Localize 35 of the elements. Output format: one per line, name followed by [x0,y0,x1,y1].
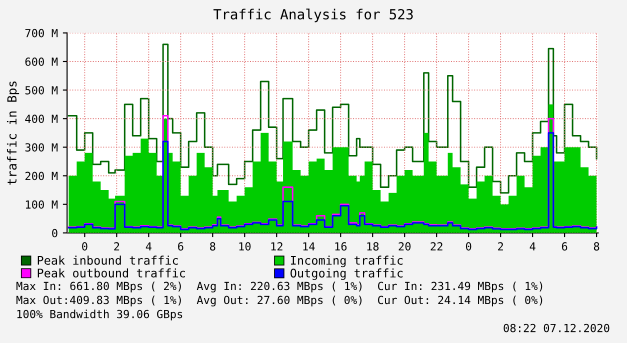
y-tick-label: 500 M [25,86,58,94]
text: 08:22 07.12.2020 [504,324,610,332]
x-tick-label: 12 [271,242,282,250]
x-tick-label: 10 [239,242,251,251]
legend-label: Peak outbound traffic [38,268,185,278]
y-tick-label: 0 [52,228,58,238]
x-tick-label: 14 [303,242,315,250]
x-tick-label: 22 [430,242,442,250]
x-tick-label: 6 [562,242,568,251]
legend-label: Outgoing traffic [290,268,403,280]
x-tick-label: 2 [114,242,120,250]
x-tick-label: 6 [178,242,184,251]
x-tick-label: 0 [466,242,472,251]
x-tick-label: 16 [335,242,347,251]
y-tick-label: 400 M [25,114,58,124]
chart-title: Traffic Analysis for 523 [213,8,413,22]
y-tick-label: 100 M [26,200,58,209]
y-axis-title: traffic in Bps [6,81,20,185]
x-tick-label: 8 [594,242,600,251]
x-tick-label: 4 [146,242,152,250]
text: Max In: 661.80 MBps ( 2%) Avg In: 220.63 MBps ( 1%) Cur In: 231.49 MBps ( 1%) [16,282,542,292]
legend-label: Incoming traffic [291,256,403,268]
x-tick-label: 0 [82,242,88,251]
y-tick-label: 700 M [25,28,58,38]
x-tick-label: 2 [498,242,503,250]
y-tick-label: 200 M [25,172,58,180]
x-tick-label: 18 [367,242,379,251]
x-tick-label: 8 [210,242,216,251]
x-tick-label: 4 [530,242,536,250]
legend-label: Peak inbound traffic [38,256,178,265]
y-tick-label: 600 M [25,58,58,66]
text: 100% Bandwidth 39.06 GBps [17,310,182,320]
y-tick-label: 300 M [25,143,58,152]
x-tick-label: 20 [398,242,411,251]
text: Max Out:409.83 MBps ( 1%) Avg Out: 27.60 MBps ( 0%) Cur Out: 24.14 MBps ( 0%) [16,296,542,306]
